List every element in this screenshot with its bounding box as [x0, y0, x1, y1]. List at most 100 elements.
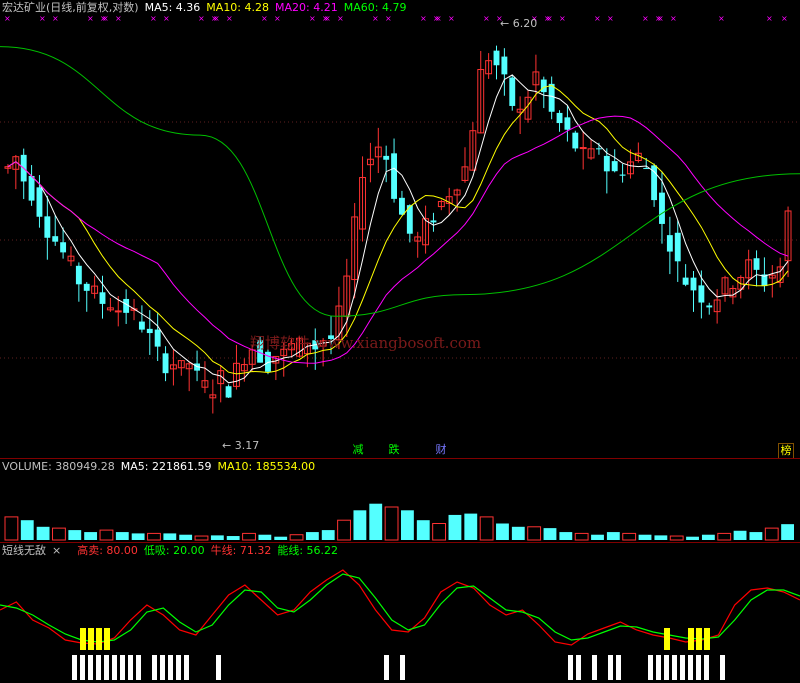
- indicator-title-text: 短线无敌: [2, 544, 46, 557]
- volume-bar: [163, 533, 177, 540]
- candle-body-up: [587, 148, 595, 159]
- signal-marker: ×: [211, 14, 218, 23]
- signal-marker: ×: [657, 14, 664, 23]
- candle-body-down: [761, 274, 768, 287]
- candle-body-up: [91, 285, 99, 294]
- candle-body-down: [44, 216, 51, 238]
- candle-body-down: [556, 112, 563, 124]
- news-tag-fall[interactable]: 跌: [387, 443, 401, 457]
- ma20-line: [7, 115, 789, 364]
- watermark: 翔博软件 www.xiangbosoft.com: [250, 334, 482, 352]
- main-volume-divider: [0, 458, 800, 459]
- high-sell-signal: [664, 628, 670, 650]
- candle-body-up: [477, 69, 485, 134]
- indicator-low-label: 低吸: 20.00: [143, 544, 205, 557]
- signal-marker: ×: [309, 14, 316, 23]
- candle-body-down: [138, 321, 145, 330]
- volume-bar: [289, 534, 304, 541]
- candle-body-up: [67, 255, 75, 262]
- candle-body-up: [359, 177, 366, 230]
- volume-bar: [764, 527, 779, 541]
- signal-marker: ×: [324, 14, 331, 23]
- volume-bar: [20, 520, 34, 540]
- volume-bar: [622, 532, 637, 541]
- low-buy-signal: [656, 655, 661, 680]
- high-sell-signal: [96, 628, 102, 650]
- low-buy-signal: [608, 655, 613, 680]
- candle-body-down: [75, 265, 82, 285]
- news-tag-reduce[interactable]: 减: [351, 443, 365, 457]
- signal-marker: ×: [150, 14, 157, 23]
- ma5-line: [7, 74, 789, 384]
- volume-bar: [194, 535, 209, 541]
- candle-body-down: [596, 148, 602, 150]
- candle-body-up: [240, 364, 248, 372]
- candle-body-up: [461, 166, 469, 181]
- candle-body-up: [579, 147, 587, 150]
- candle-body-up: [217, 370, 225, 385]
- candle-body-down: [619, 174, 626, 176]
- candle-body-up: [201, 380, 209, 388]
- volume-bar: [479, 516, 494, 541]
- volume-bar: [749, 532, 763, 540]
- signal-marker: ×: [102, 14, 109, 23]
- low-buy-signal: [592, 655, 597, 680]
- volume-bar: [258, 534, 272, 540]
- candle-body-up: [233, 362, 240, 387]
- candle-body-down: [509, 77, 516, 106]
- high-sell-signal: [88, 628, 94, 650]
- low-buy-signal: [648, 655, 653, 680]
- candle-body-up: [532, 71, 540, 86]
- news-tag-finance[interactable]: 财: [434, 443, 448, 457]
- candle-body-down: [430, 220, 437, 223]
- candle-body-up: [485, 60, 493, 75]
- candle-body-up: [366, 158, 374, 166]
- low-price-label: ← 3.17: [222, 439, 260, 452]
- candle-body-down: [146, 328, 153, 334]
- candle-body-down: [225, 386, 232, 398]
- volume-panel-header: VOLUME: 380949.28 MA5: 221861.59 MA10: 185…: [2, 460, 321, 473]
- candle-body-up: [445, 196, 453, 204]
- signal-marker: ×: [483, 14, 490, 23]
- low-buy-signal: [72, 655, 77, 680]
- signal-marker: ×: [100, 14, 107, 23]
- volume-bar: [574, 532, 589, 541]
- ma20-label: MA20: 4.21: [275, 1, 338, 14]
- volume-bar: [559, 532, 573, 540]
- main-panel-header: 宏达矿业(日线,前复权,对数) MA5: 4.36 MA10: 4.28 MA20: …: [2, 1, 412, 14]
- volume-bar: [686, 536, 699, 540]
- low-buy-signal: [576, 655, 581, 680]
- signal-marker: ×: [198, 14, 205, 23]
- candle-body-down: [28, 175, 35, 201]
- signal-marker: ×: [420, 14, 427, 23]
- candle-body-up: [737, 276, 745, 290]
- low-buy-signal: [672, 655, 677, 680]
- candle-body-down: [753, 258, 760, 270]
- low-buy-signal: [184, 655, 189, 680]
- signal-marker: ×: [559, 14, 566, 23]
- candle-body-down: [501, 56, 508, 75]
- signal-marker: ×: [642, 14, 649, 23]
- candle-body-down: [493, 50, 500, 66]
- signal-marker: ×: [4, 14, 11, 23]
- candle-body-down: [603, 155, 610, 172]
- indicator-close-icon[interactable]: ×: [52, 544, 62, 557]
- candle-body-up: [114, 310, 122, 313]
- volume-bar: [52, 527, 66, 541]
- bull-line: [0, 569, 800, 646]
- volume-bar: [84, 532, 98, 540]
- candle-body-up: [335, 305, 343, 341]
- candle-body-up: [296, 337, 303, 357]
- signal-marker: ×: [435, 14, 442, 23]
- candle-body-up: [437, 201, 445, 208]
- volume-bar: [448, 514, 462, 540]
- news-tag-rank[interactable]: 榜: [778, 443, 794, 459]
- candle-body-up: [280, 348, 288, 357]
- candle-body-down: [257, 340, 264, 363]
- candle-body-down: [52, 236, 59, 242]
- volume-bar: [416, 520, 430, 540]
- candle-body-up: [169, 364, 177, 370]
- candle-body-down: [564, 117, 571, 130]
- volume-bar: [432, 523, 447, 541]
